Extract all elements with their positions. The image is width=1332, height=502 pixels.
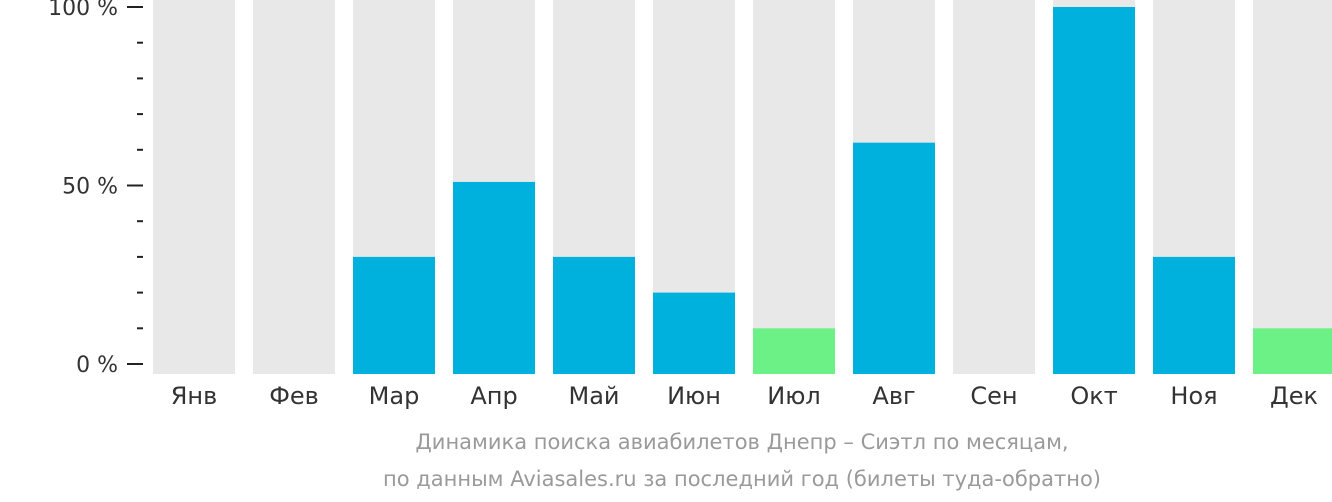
y-tick-label: 50 % xyxy=(62,175,118,200)
bar-track xyxy=(953,0,1035,374)
x-tick-label: Окт xyxy=(1070,382,1117,410)
x-tick-label: Июн xyxy=(667,382,721,410)
bar-track xyxy=(1253,0,1332,374)
bar xyxy=(553,256,635,374)
bar xyxy=(653,292,735,374)
y-tick-label: 100 % xyxy=(48,0,118,21)
x-tick-label: Сен xyxy=(970,382,1017,410)
x-tick-label: Янв xyxy=(171,382,218,410)
bar xyxy=(853,142,935,374)
bar-track xyxy=(253,0,335,374)
bar xyxy=(453,181,535,374)
y-tick-label: 0 % xyxy=(76,353,118,378)
x-tick-label: Апр xyxy=(470,382,517,410)
x-tick-label: Дек xyxy=(1270,382,1318,410)
bar xyxy=(753,328,835,374)
chart-caption-line-1: Динамика поиска авиабилетов Днепр – Сиэт… xyxy=(415,430,1069,454)
bar-chart: 0 % 50 % 100 % Янв Фев Мар Апр Май Июн Июл Авг Сен… xyxy=(48,0,1332,410)
x-tick-label: Фев xyxy=(269,382,319,410)
bar xyxy=(1253,328,1332,374)
x-tick-label: Ноя xyxy=(1170,382,1217,410)
x-tick-label: Май xyxy=(568,382,619,410)
chart-caption-line-2: по данным Aviasales.ru за последний год … xyxy=(383,467,1101,491)
bar xyxy=(1153,256,1235,374)
bar-track xyxy=(153,0,235,374)
bar-track xyxy=(753,0,835,374)
bar xyxy=(353,256,435,374)
x-tick-label: Июл xyxy=(767,382,821,410)
x-tick-label: Авг xyxy=(872,382,915,410)
x-tick-label: Мар xyxy=(369,382,420,410)
bar xyxy=(1053,7,1135,374)
